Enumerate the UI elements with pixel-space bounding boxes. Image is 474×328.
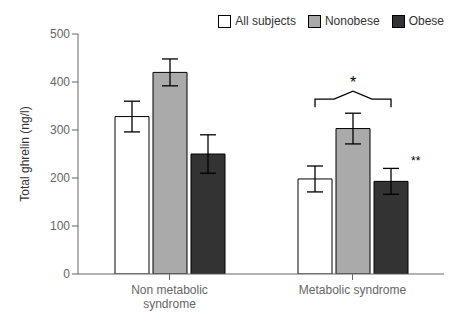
svg-text:*: * bbox=[350, 74, 356, 91]
html-text:All subjects: All subjects bbox=[235, 14, 296, 28]
svg-text:Non metabolicsyndrome: Non metabolicsyndrome bbox=[131, 283, 208, 311]
svg-text:400: 400 bbox=[50, 75, 70, 89]
svg-text:200: 200 bbox=[50, 171, 70, 185]
svg-text:100: 100 bbox=[50, 219, 70, 233]
html-text:Nonobese: Nonobese bbox=[324, 14, 380, 28]
svg-text:Total ghrelin (ng/l): Total ghrelin (ng/l) bbox=[18, 106, 32, 201]
svg-text:500: 500 bbox=[50, 27, 70, 41]
svg-text:Metabolic syndrome: Metabolic syndrome bbox=[299, 283, 407, 297]
html-text:Obese: Obese bbox=[408, 14, 444, 28]
svg-text:0: 0 bbox=[63, 267, 70, 281]
svg-text:**: ** bbox=[411, 154, 421, 168]
svg-text:300: 300 bbox=[50, 123, 70, 137]
